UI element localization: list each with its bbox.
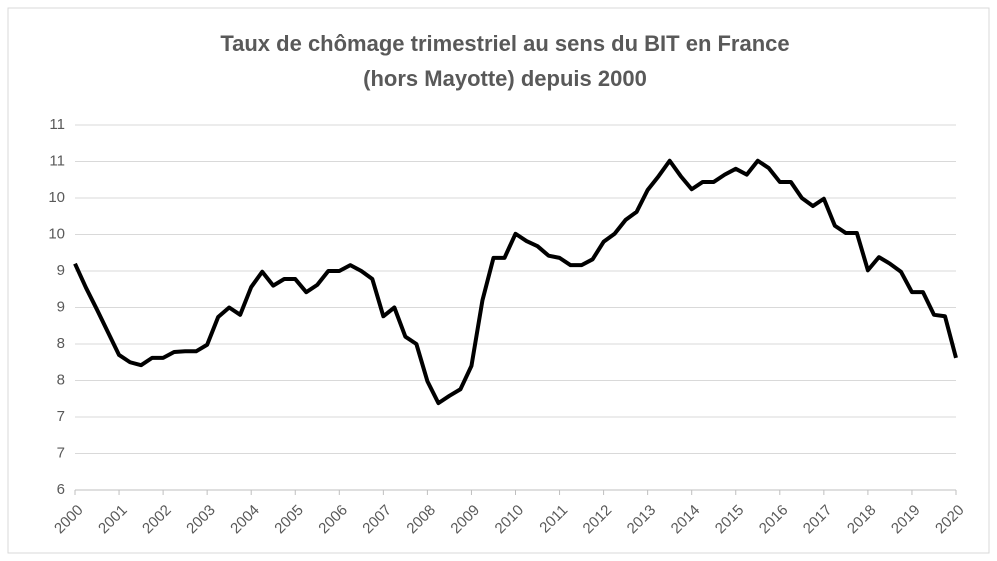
y-tick-label: 10 [48,225,65,242]
chart-title: Taux de chômage trimestriel au sens du B… [220,31,789,56]
y-tick-label: 9 [57,298,65,315]
data-line [73,158,958,406]
y-tick-label: 8 [57,335,65,352]
y-tick-label: 6 [57,481,65,498]
y-tick-label: 10 [48,189,65,206]
y-tick-label: 8 [57,371,65,388]
chart-title: (hors Mayotte) depuis 2000 [363,66,647,91]
y-tick-label: 11 [49,116,65,133]
y-tick-label: 7 [57,408,65,425]
y-tick-label: 7 [57,444,65,461]
y-tick-label: 9 [57,262,65,279]
y-tick-label: 11 [49,152,65,169]
chart-frame [7,7,990,554]
